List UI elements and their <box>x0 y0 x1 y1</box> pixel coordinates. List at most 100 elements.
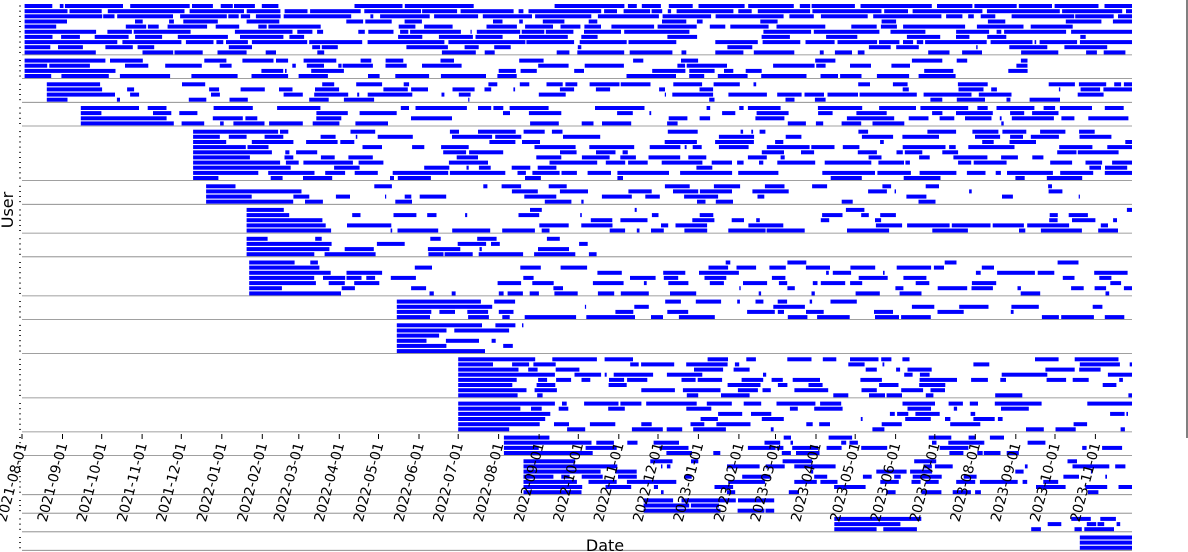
activity-segment <box>818 111 833 116</box>
activity-segment <box>715 50 744 55</box>
activity-segment <box>686 63 727 68</box>
activity-segment <box>534 145 576 150</box>
activity-segment <box>949 145 956 150</box>
activity-segment <box>841 199 853 204</box>
activity-segment <box>46 82 101 87</box>
activity-segment <box>820 479 838 484</box>
activity-segment <box>479 247 482 252</box>
activity-segment <box>1119 377 1123 382</box>
activity-segment <box>1072 464 1110 469</box>
activity-segment <box>617 170 669 175</box>
activity-segment <box>1112 160 1132 165</box>
activity-segment <box>959 304 989 309</box>
activity-segment <box>681 377 696 382</box>
activity-segment <box>1062 275 1075 280</box>
activity-segment <box>692 218 715 223</box>
activity-segment <box>652 68 686 73</box>
activity-segment <box>1062 9 1123 14</box>
activity-segment <box>559 87 575 92</box>
activity-segment <box>932 111 943 116</box>
activity-segment <box>1094 270 1128 275</box>
activity-segment <box>753 82 757 87</box>
activity-segment <box>1097 522 1105 527</box>
activity-segment <box>996 29 1002 34</box>
activity-segment <box>61 74 109 78</box>
activity-segment <box>1118 485 1132 489</box>
activity-segment <box>362 145 382 150</box>
activity-segment <box>410 29 461 34</box>
activity-segment <box>661 160 703 165</box>
activity-segment <box>545 29 574 34</box>
activity-segment <box>604 372 607 377</box>
activity-segment <box>458 411 551 416</box>
activity-segment <box>739 286 741 291</box>
activity-segment <box>971 286 993 291</box>
activity-segment <box>46 87 103 92</box>
activity-segment <box>390 228 393 233</box>
x-tick-label: 2021-10-01 <box>74 441 111 524</box>
activity-segment <box>517 170 526 175</box>
activity-segment <box>561 170 577 175</box>
activity-segment <box>354 170 378 175</box>
activity-segment <box>969 401 978 406</box>
activity-segment <box>562 401 567 406</box>
activity-segment <box>971 281 997 286</box>
activity-segment <box>59 4 64 8</box>
activity-segment <box>883 270 885 275</box>
activity-segment <box>788 490 799 495</box>
activity-segment <box>649 145 681 150</box>
activity-segment <box>251 74 289 78</box>
activity-segment <box>1078 194 1080 199</box>
activity-segment <box>663 275 679 280</box>
activity-segment <box>560 265 588 270</box>
activity-segment <box>503 111 510 116</box>
activity-segment <box>183 19 218 24</box>
activity-segment <box>693 427 726 432</box>
activity-segment <box>956 29 990 34</box>
activity-segment <box>682 388 721 393</box>
activity-segment <box>246 228 332 233</box>
activity-segment <box>833 393 849 398</box>
activity-segment <box>1126 411 1128 416</box>
activity-segment <box>664 140 697 144</box>
activity-segment <box>958 87 984 92</box>
activity-segment <box>581 121 594 126</box>
activity-segment <box>845 207 865 212</box>
activity-segment <box>458 422 540 427</box>
activity-segment <box>630 362 639 367</box>
activity-segment <box>592 281 624 286</box>
activity-segment <box>840 74 862 78</box>
activity-segment <box>320 134 336 139</box>
activity-segment <box>536 383 556 387</box>
activity-segment <box>458 362 493 367</box>
activity-segment <box>666 372 703 377</box>
activity-segment <box>980 14 996 19</box>
activity-segment <box>246 213 290 218</box>
activity-segment <box>590 218 613 223</box>
activity-segment <box>777 299 788 304</box>
activity-segment <box>484 87 492 92</box>
activity-segment <box>826 445 842 450</box>
activity-segment <box>904 150 923 155</box>
activity-segment <box>448 160 488 165</box>
activity-segment <box>458 393 518 398</box>
activity-segment <box>422 63 462 68</box>
activity-segment <box>24 45 51 50</box>
activity-segment <box>924 68 954 73</box>
activity-segment <box>811 4 855 8</box>
activity-segment <box>587 170 611 175</box>
activity-segment <box>620 291 649 296</box>
activity-segment <box>919 372 930 377</box>
activity-segment <box>483 184 488 189</box>
activity-segment <box>367 92 413 97</box>
activity-segment <box>814 406 843 411</box>
activity-segment <box>748 223 784 228</box>
activity-segment <box>727 464 760 469</box>
activity-segment <box>937 309 964 314</box>
activity-segment <box>1026 427 1044 432</box>
activity-segment <box>896 150 903 155</box>
activity-segment <box>952 490 971 495</box>
activity-segment <box>919 383 946 387</box>
activity-segment <box>977 106 988 110</box>
activity-segment <box>905 417 931 421</box>
